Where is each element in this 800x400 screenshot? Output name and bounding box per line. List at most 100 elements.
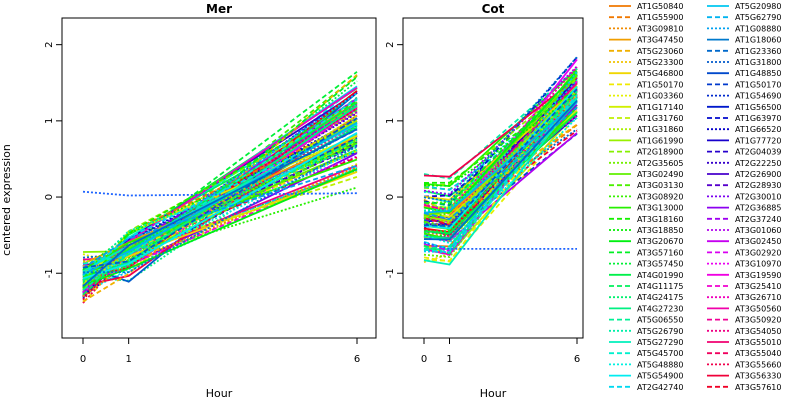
x-tick-label: 0 <box>80 354 86 365</box>
x-tick-label: 6 <box>354 354 360 365</box>
legend-label: AT1G66520 <box>735 125 781 134</box>
legend-label: AT2G26900 <box>735 170 781 179</box>
legend-label: AT1G61990 <box>637 136 683 145</box>
legend-label: AT3G57450 <box>637 260 683 269</box>
series-line <box>82 117 358 269</box>
legend-item: AT5G54900 <box>609 372 683 381</box>
legend-label: AT2G37240 <box>735 215 781 224</box>
legend-item: AT3G02490 <box>609 170 683 179</box>
series-line <box>423 101 578 214</box>
y-tick-label: -1 <box>44 268 55 278</box>
legend-item: AT5G45700 <box>609 349 683 358</box>
legend-label: AT1G31800 <box>735 58 781 67</box>
legend-label: AT5G06550 <box>637 316 683 325</box>
legend-label: AT5G26790 <box>637 327 683 336</box>
legend-label: AT5G27290 <box>637 338 683 347</box>
legend-item: AT3G18850 <box>609 226 683 235</box>
legend-label: AT3G02490 <box>637 170 683 179</box>
legend-label: AT1G54690 <box>735 92 781 101</box>
legend-label: AT4G01990 <box>637 271 683 280</box>
legend-item: AT2G22250 <box>707 159 781 168</box>
series-line <box>423 56 578 203</box>
series-line <box>82 92 358 287</box>
series-group <box>82 71 358 304</box>
legend-item: AT2G18900 <box>609 148 683 157</box>
legend-item: AT3G01060 <box>707 226 781 235</box>
series-line <box>423 99 578 229</box>
series-line <box>423 70 578 214</box>
legend-label: AT3G03130 <box>637 181 683 190</box>
y-axis-label: centered expression <box>0 144 13 256</box>
legend-item: AT3G55040 <box>707 349 781 358</box>
legend-item: AT1G55900 <box>609 13 683 22</box>
legend-item: AT2G37240 <box>707 215 781 224</box>
plot-frame <box>402 17 584 339</box>
legend-label: AT5G46800 <box>637 69 683 78</box>
x-tick-label: 1 <box>446 354 452 365</box>
legend-label: AT3G54050 <box>735 327 781 336</box>
legend-label: AT1G31760 <box>637 114 683 123</box>
legend-item: AT3G13000 <box>609 204 683 213</box>
legend-item: AT1G17140 <box>609 103 683 112</box>
series-line <box>82 138 358 291</box>
series-line <box>423 70 578 254</box>
legend-item: AT3G26710 <box>707 293 781 302</box>
legend-label: AT3G57610 <box>735 383 781 392</box>
legend-item: AT2G26900 <box>707 170 781 179</box>
legend-item: AT1G31760 <box>609 114 683 123</box>
series-line <box>82 148 358 280</box>
series-line <box>423 97 578 266</box>
legend-item: AT3G19590 <box>707 271 781 280</box>
legend-label: AT1G18060 <box>735 36 781 45</box>
legend-item: AT1G48850 <box>707 69 781 78</box>
series-line-flat <box>423 241 577 250</box>
legend-item: AT2G04039 <box>707 148 781 157</box>
legend-item: AT1G63970 <box>707 114 781 123</box>
legend-item: AT1G18060 <box>707 36 781 45</box>
legend-label: AT4G24175 <box>637 293 683 302</box>
legend-item: AT5G48880 <box>609 360 683 369</box>
legend-item: AT3G54050 <box>707 327 781 336</box>
legend-item: AT3G03130 <box>609 181 683 190</box>
legend-label: AT3G47450 <box>637 36 683 45</box>
legend-label: AT3G02920 <box>735 248 781 257</box>
x-tick-label: 0 <box>421 354 427 365</box>
legend-item: AT2G36885 <box>707 204 781 213</box>
legend-label: AT3G50560 <box>735 304 781 313</box>
legend-label: AT3G10970 <box>735 260 781 269</box>
legend-item: AT5G62790 <box>707 13 781 22</box>
legend-item: AT1G31800 <box>707 58 781 67</box>
legend-label: AT3G56330 <box>735 372 781 381</box>
series-line <box>423 86 578 258</box>
series-line <box>423 99 578 241</box>
legend-item: AT3G57160 <box>609 248 683 257</box>
legend-label: AT1G55900 <box>637 13 683 22</box>
legend-item: AT4G27230 <box>609 304 683 313</box>
legend-item: AT3G50560 <box>707 304 781 313</box>
legend-item: AT4G01990 <box>609 271 683 280</box>
series-line <box>423 117 578 245</box>
legend-label: AT2G36885 <box>735 204 781 213</box>
legend-item: AT1G61990 <box>609 136 683 145</box>
legend-item: AT1G03360 <box>609 92 683 101</box>
legend-item: AT3G18160 <box>609 215 683 224</box>
legend-label: AT3G08920 <box>637 192 683 201</box>
panel-title: Mer <box>206 2 232 16</box>
legend-label: AT1G48850 <box>735 69 781 78</box>
x-axis-label: Hour <box>206 387 233 400</box>
y-tick-label: 2 <box>385 41 396 47</box>
legend-item: AT1G23360 <box>707 47 781 56</box>
legend-item: AT2G30010 <box>707 192 781 201</box>
legend-label: AT1G17140 <box>637 103 683 112</box>
legend-label: AT1G77720 <box>735 136 781 145</box>
legend-label: AT5G23300 <box>637 58 683 67</box>
legend-item: AT5G27290 <box>609 338 683 347</box>
legend-label: AT1G50170 <box>637 80 683 89</box>
series-line <box>82 145 358 274</box>
legend-label: AT3G18850 <box>637 226 683 235</box>
series-line <box>82 122 358 296</box>
panel-mer: Mer -1 0 1 2 0 1 6 Hour <box>44 2 377 400</box>
legend-label: AT2G30010 <box>735 192 781 201</box>
series-line <box>82 74 358 303</box>
legend-label: AT3G01060 <box>735 226 781 235</box>
